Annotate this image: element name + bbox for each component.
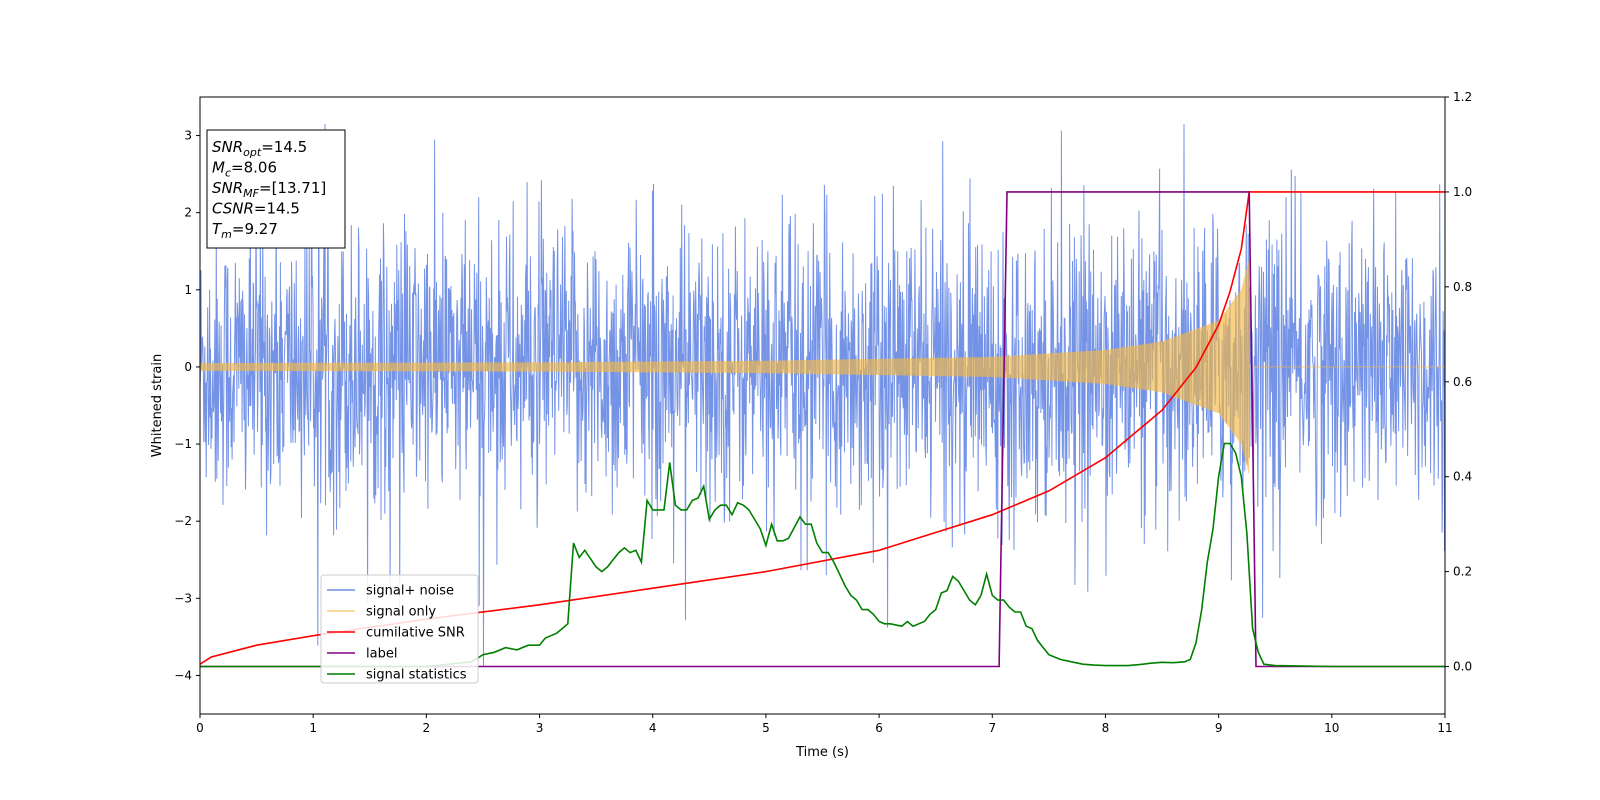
legend-label: signal only [366, 605, 436, 620]
series-layer [200, 123, 1445, 668]
series-signal-statistics [200, 442, 1445, 668]
annotation-box: SNRopt=14.5Mc=8.06SNRMF=[13.71]CSNR=14.5… [206, 129, 346, 249]
x-tick-label: 11 [1437, 721, 1452, 735]
legend: signal+ noise signal only cumilative SNR la… [320, 574, 479, 684]
legend-label: label [366, 647, 397, 662]
y2-tick-label: 1.2 [1453, 90, 1472, 104]
plot-frame [199, 96, 1446, 715]
annotation-line: SNRopt=14.5 [212, 138, 307, 159]
y-tick-label: −3 [174, 591, 192, 605]
annotation-line: SNRMF=[13.71] [212, 179, 326, 200]
axes-layer: 0 1 2 3 4 5 6 7 8 9 10 11 −4 −3 −2 −1 0 1 2 3 0.0 0.2 0.4 0.6 0.… [174, 90, 1472, 735]
y-tick-label: 1 [184, 283, 192, 297]
y2-tick-label: 0.8 [1453, 280, 1472, 294]
legend-item: signal only [327, 605, 436, 620]
annotation-line: CSNR=14.5 [212, 200, 300, 218]
x-tick-label: 0 [196, 721, 204, 735]
legend-frame [320, 574, 479, 684]
y2-tick-label: 0.2 [1453, 565, 1472, 579]
x-tick-label: 2 [423, 721, 431, 735]
y2-tick-label: 0.4 [1453, 470, 1472, 484]
legend-label: signal+ noise [366, 584, 454, 599]
legend-label: signal statistics [366, 668, 467, 683]
x-tick-label: 1 [309, 721, 317, 735]
y-tick-label: 2 [184, 206, 192, 220]
x-tick-label: 6 [875, 721, 883, 735]
legend-item: signal+ noise [327, 584, 454, 599]
y-tick-label: 0 [184, 360, 192, 374]
x-tick-label: 7 [988, 721, 996, 735]
y2-tick-label: 0.6 [1453, 375, 1472, 389]
y-axis-label: Whitened strain [150, 354, 165, 457]
series-signal-only [200, 259, 1445, 474]
x-tick-label: 5 [762, 721, 770, 735]
x-tick-label: 8 [1102, 721, 1110, 735]
x-axis-label: Time (s) [795, 745, 849, 760]
y-tick-label: −2 [174, 514, 192, 528]
x-tick-label: 4 [649, 721, 657, 735]
legend-item: cumilative SNR [327, 626, 465, 641]
annotation-line: Mc=8.06 [212, 159, 277, 180]
y2-tick-label: 0.0 [1453, 660, 1472, 674]
legend-item: label [327, 647, 397, 662]
legend-label: cumilative SNR [366, 626, 465, 641]
x-tick-label: 9 [1215, 721, 1223, 735]
y-tick-label: −1 [174, 437, 192, 451]
annotation-frame [206, 129, 346, 249]
y2-tick-label: 1.0 [1453, 185, 1472, 199]
legend-item: signal statistics [327, 668, 467, 683]
x-tick-label: 3 [536, 721, 544, 735]
y-tick-label: 3 [184, 129, 192, 143]
annotation-line: Tm=9.27 [212, 220, 278, 241]
x-tick-label: 10 [1324, 721, 1339, 735]
y-tick-label: −4 [174, 668, 192, 682]
series-cumilative-snr [200, 191, 1445, 665]
